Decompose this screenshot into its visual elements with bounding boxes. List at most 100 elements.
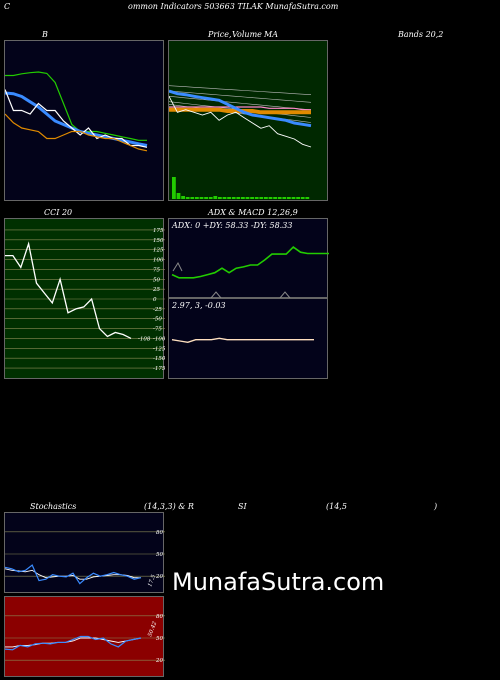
adx-chart <box>171 246 329 299</box>
volume-bar <box>208 197 213 199</box>
macd-values: 2.97, 3, -0.03 <box>172 301 226 310</box>
price-panel <box>168 40 328 201</box>
adx-marker <box>279 291 291 299</box>
volume-bar <box>231 197 236 199</box>
rsi-params: (14,5 <box>326 502 347 511</box>
ma-pink-line <box>169 106 311 111</box>
bands-title: Bands 20,2 <box>398 30 444 39</box>
volume-bar <box>222 197 227 199</box>
stoch-params: (14,3,3) & R <box>144 502 194 511</box>
cci-tick-label: 175 <box>153 228 164 234</box>
price-chart <box>169 85 312 199</box>
cci-last-label: -108 <box>138 336 151 342</box>
volume-bar <box>185 197 190 199</box>
volume-bar <box>227 197 231 199</box>
adx-panel: ADX: 0 +DY: 58.33 -DY: 58.33 <box>168 218 329 299</box>
volume-bar <box>282 197 287 199</box>
cci-tick-label: 25 <box>152 287 160 293</box>
rsi-chart: 80 50 20 50.42 <box>5 614 165 664</box>
cci-line <box>5 241 132 339</box>
cci-tick-label: 50 <box>153 277 160 283</box>
ma-blue-line <box>169 89 312 128</box>
adx-line <box>171 246 329 279</box>
rsi-last-label: 50.42 <box>147 620 158 637</box>
header-c: C <box>4 2 11 11</box>
ma-gray-line-1 <box>169 90 312 103</box>
cci-tick-label: 150 <box>153 238 164 244</box>
cci-tick-label: 100 <box>153 258 164 264</box>
cci-tick-label: 0 <box>153 297 157 303</box>
ma-title: MA <box>264 30 278 39</box>
volume-bar <box>190 197 195 199</box>
cci-tick-label: 75 <box>153 267 160 273</box>
cci-chart: 175 150 125 100 75 50 25 0 -25 -50 -75 -100 -125 -150… <box>5 228 165 372</box>
watermark: MunafaSutra.com <box>172 568 385 596</box>
volume-bar <box>291 197 296 199</box>
volume-bar <box>199 197 204 199</box>
volume-bar <box>218 197 222 199</box>
volume-title: Volume <box>232 30 262 39</box>
adx-values: ADX: 0 +DY: 58.33 -DY: 58.33 <box>172 221 293 230</box>
macd-panel: 2.97, 3, -0.03 <box>168 298 328 379</box>
volume-bar <box>195 197 199 199</box>
volume-bar <box>213 196 218 199</box>
adx-title: ADX & MACD 12,26,9 <box>208 208 298 217</box>
price-title: Price, <box>208 30 232 39</box>
adx-marker <box>172 261 183 272</box>
rsi-panel: 80 50 20 50.42 <box>4 596 165 677</box>
volume-bar <box>181 196 185 199</box>
macd-chart <box>171 337 314 343</box>
cci-panel: 175 150 125 100 75 50 25 0 -25 -50 -75 -100 -125 -150… <box>4 218 165 379</box>
volume-bar <box>296 197 300 199</box>
volume-bar <box>259 197 264 199</box>
volume-bar <box>176 193 181 199</box>
page-title: ommon Indicators 503663 TILAK MunafaSutr… <box>128 2 339 11</box>
volume-bar <box>250 197 254 199</box>
cci-tick-label: -175 <box>153 366 165 372</box>
stoch-last-label: 17.5 <box>147 574 157 588</box>
ma-gray-line-2 <box>169 96 312 111</box>
volume-bar <box>245 197 250 199</box>
rsi-tick-label: 20 <box>155 658 163 664</box>
rsi-tick-label: 50 <box>156 636 163 642</box>
stoch-k-line <box>5 564 142 585</box>
stoch-title: Stochastics <box>30 502 77 511</box>
bollinger-panel <box>4 40 164 201</box>
rsi-signal-line <box>5 637 142 648</box>
cci-tick-label: -100 <box>153 336 165 342</box>
bollinger-chart <box>5 71 148 152</box>
volume-bar <box>241 197 245 199</box>
volume-bar <box>277 197 282 199</box>
stoch-d-line <box>5 568 141 580</box>
volume-bar <box>300 197 305 199</box>
rsi-close: ) <box>434 502 438 511</box>
adx-marker <box>210 291 222 299</box>
cci-tick-label: 125 <box>153 248 164 254</box>
volume-bar <box>204 197 208 199</box>
macd-line <box>171 337 314 343</box>
volume-bar <box>273 197 277 199</box>
volume-bar <box>254 197 259 199</box>
cci-tick-label: -25 <box>153 307 162 313</box>
stoch-tick-label: 80 <box>156 530 163 536</box>
cci-tick-label: -50 <box>153 317 162 323</box>
rsi-line <box>5 635 142 651</box>
bollinger-title: B <box>42 30 48 39</box>
volume-bar <box>268 197 273 199</box>
cci-title: CCI 20 <box>44 208 73 217</box>
volume-bar <box>172 177 176 199</box>
volume-bar <box>305 197 310 199</box>
stoch-tick-label: 20 <box>155 574 163 580</box>
ma-gray-line-0 <box>169 85 312 95</box>
stoch-tick-label: 50 <box>156 552 163 558</box>
stoch-panel: 80 50 20 17.5 <box>4 512 165 593</box>
volume-bar <box>287 197 291 199</box>
rsi-tick-label: 80 <box>156 614 163 620</box>
volume-bar <box>236 197 241 199</box>
volume-bar <box>264 197 268 199</box>
bollinger-line-3 <box>5 113 148 152</box>
cci-tick-label: -150 <box>153 356 165 362</box>
bollinger-line-1 <box>5 91 148 147</box>
cci-tick-label: -125 <box>153 346 165 352</box>
